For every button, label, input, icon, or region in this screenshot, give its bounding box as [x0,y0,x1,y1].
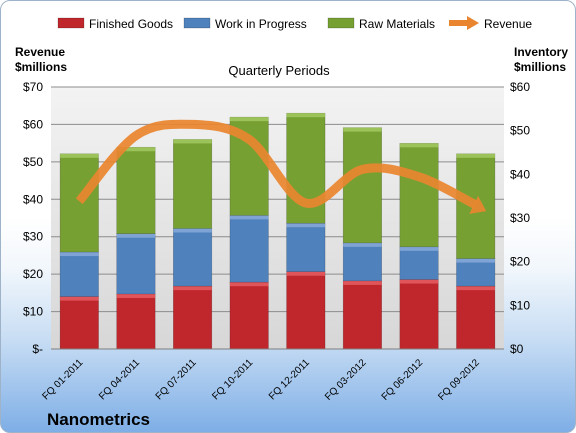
bar-work-in-progress [399,246,439,280]
bar-finished-goods-highlight [286,271,326,276]
x-tick-label: FQ 09-2012 [436,357,482,403]
bar-raw-materials [116,146,156,235]
right-tick-label: $30 [510,211,530,225]
left-tick-label: $70 [23,80,43,94]
bar-finished-goods [342,280,382,350]
bar-finished-goods-highlight [60,296,99,301]
left-tick-label: $30 [23,230,43,244]
bar-work-in-progress-highlight [173,228,212,233]
bars [59,112,496,350]
revenue-line-path [75,119,478,209]
right-tick-label: $60 [510,80,530,94]
bar-finished-goods [456,285,496,350]
bar-raw-materials-highlight [399,143,439,148]
right-tick-label: $0 [510,342,524,356]
x-tick-label: FQ 07-2011 [154,357,199,402]
revenue-line [75,119,487,214]
bar-work-in-progress [342,242,382,282]
bar-work-in-progress [229,215,269,283]
bar-raw-materials [59,153,99,253]
legend-label-work-in-progress: Work in Progress [215,17,307,31]
x-tick-label: FQ 01-2011 [40,357,85,402]
x-tick-label: FQ 06-2012 [380,357,426,403]
bar-raw-materials-highlight [343,127,382,132]
revenue-arrowhead [469,195,487,214]
legend-swatch-raw-materials [327,17,355,29]
right-tick-label: $40 [510,167,530,181]
left-tick-label: $20 [23,267,43,281]
left-tick-label: $40 [23,192,43,206]
left-tick-label: $50 [23,155,43,169]
left-axis-label-line1: Revenue [15,45,65,59]
legend-swatch-work-in-progress [183,17,211,29]
bar-work-in-progress-highlight [343,242,382,247]
bar-raw-materials-highlight [173,139,212,144]
x-tick-label: FQ 12-2011 [267,357,312,402]
legend-label-finished-goods: Finished Goods [89,17,173,31]
bar-work-in-progress-highlight [456,258,495,263]
bar-finished-goods [116,293,156,350]
x-tick-label: FQ 10-2011 [210,357,255,402]
bar-raw-materials-highlight [229,117,269,122]
legend-label-revenue: Revenue [484,17,532,31]
chart-subtitle: Quarterly Periods [228,63,330,78]
company-name: Nanometrics [47,410,150,429]
legend-label-raw-materials: Raw Materials [359,17,435,31]
bar-work-in-progress-highlight [116,233,156,238]
bar-raw-materials [399,143,439,248]
legend-arrow-revenue [467,16,479,30]
left-tick-label: $60 [23,117,43,131]
bar-raw-materials-highlight [286,113,326,118]
bar-raw-materials-highlight [116,147,156,152]
bar-finished-goods-highlight [343,280,382,285]
legend: Finished Goods Work in Progress Raw Materi… [57,16,532,31]
bar-finished-goods [399,279,439,350]
right-axis-label-line2: $millions [514,60,566,74]
bar-work-in-progress [116,233,156,295]
bar-work-in-progress-highlight [229,215,269,220]
right-tick-label: $10 [510,298,530,312]
x-tick-label: FQ 03-2012 [323,357,369,403]
bar-raw-materials [342,127,382,244]
left-tick-label: $- [32,342,43,356]
bar-finished-goods-highlight [173,286,212,291]
bar-finished-goods-highlight [456,286,495,291]
bar-work-in-progress [456,258,496,287]
bar-finished-goods-highlight [399,279,439,284]
bar-work-in-progress-highlight [399,246,439,251]
bar-work-in-progress-highlight [286,223,326,228]
bar-raw-materials-highlight [456,153,495,158]
bar-finished-goods-highlight [229,282,269,287]
bar-work-in-progress [173,228,213,287]
legend-swatch-finished-goods [57,17,85,29]
left-axis-label-line2: $millions [15,60,67,74]
bar-finished-goods [59,296,99,350]
bar-finished-goods [173,285,213,350]
bar-finished-goods-highlight [116,293,156,298]
left-tick-label: $10 [23,305,43,319]
bar-finished-goods [229,281,269,350]
bar-work-in-progress-highlight [60,252,99,257]
right-tick-label: $20 [510,255,530,269]
bar-work-in-progress [286,222,326,273]
bar-work-in-progress [59,251,99,297]
right-tick-label: $50 [510,124,530,138]
bar-finished-goods [286,271,326,350]
bar-raw-materials [173,139,213,229]
bar-raw-materials-highlight [60,153,99,158]
right-axis-label-line1: Inventory [514,45,568,59]
x-tick-label: FQ 04-2011 [97,357,142,402]
